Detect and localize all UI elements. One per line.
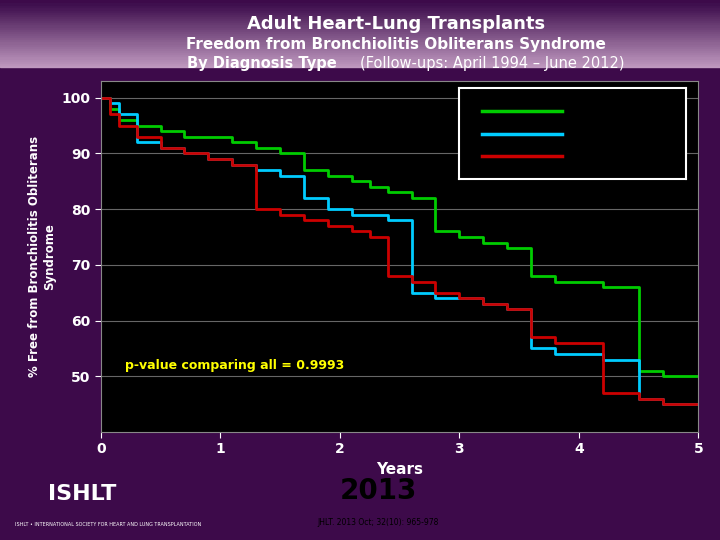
Bar xyxy=(0,65,720,67)
Bar xyxy=(0,20,720,22)
Y-axis label: % Free from Bronchiolitis Obliterans
Syndrome: % Free from Bronchiolitis Obliterans Syn… xyxy=(28,136,56,377)
Bar xyxy=(0,12,720,14)
Bar xyxy=(0,14,720,16)
Bar xyxy=(0,16,720,18)
Text: ISHLT: ISHLT xyxy=(48,484,116,504)
Bar xyxy=(0,26,720,29)
Bar xyxy=(0,56,720,58)
Text: JHLT. 2013 Oct; 32(10): 965-978: JHLT. 2013 Oct; 32(10): 965-978 xyxy=(318,518,438,528)
Bar xyxy=(0,63,720,65)
Bar xyxy=(0,54,720,56)
Bar xyxy=(0,18,720,20)
Bar xyxy=(0,8,720,10)
Bar xyxy=(0,31,720,33)
Bar xyxy=(0,52,720,54)
Bar xyxy=(0,37,720,39)
Bar xyxy=(0,60,720,63)
Bar xyxy=(0,44,720,46)
Bar xyxy=(0,39,720,42)
Text: ISHLT • INTERNATIONAL SOCIETY FOR HEART AND LUNG TRANSPLANTATION: ISHLT • INTERNATIONAL SOCIETY FOR HEART … xyxy=(15,522,201,528)
Text: By Diagnosis Type: By Diagnosis Type xyxy=(187,56,342,71)
Bar xyxy=(0,42,720,44)
Bar xyxy=(0,50,720,52)
Bar xyxy=(0,24,720,26)
Text: Freedom from Bronchiolitis Obliterans Syndrome: Freedom from Bronchiolitis Obliterans Sy… xyxy=(186,37,606,52)
Bar xyxy=(0,46,720,48)
Text: 2013: 2013 xyxy=(339,476,417,504)
Bar xyxy=(0,58,720,60)
Text: Adult Heart-Lung Transplants: Adult Heart-Lung Transplants xyxy=(247,15,545,33)
Bar xyxy=(0,22,720,24)
Bar xyxy=(0,33,720,35)
Bar xyxy=(0,3,720,5)
Bar xyxy=(0,29,720,31)
Bar xyxy=(0,48,720,50)
Bar xyxy=(0,10,720,12)
Text: (Follow-ups: April 1994 – June 2012): (Follow-ups: April 1994 – June 2012) xyxy=(360,56,624,71)
Bar xyxy=(0,5,720,8)
Text: p-value comparing all = 0.9993: p-value comparing all = 0.9993 xyxy=(125,359,344,372)
X-axis label: Years: Years xyxy=(376,462,423,477)
Bar xyxy=(0,35,720,37)
